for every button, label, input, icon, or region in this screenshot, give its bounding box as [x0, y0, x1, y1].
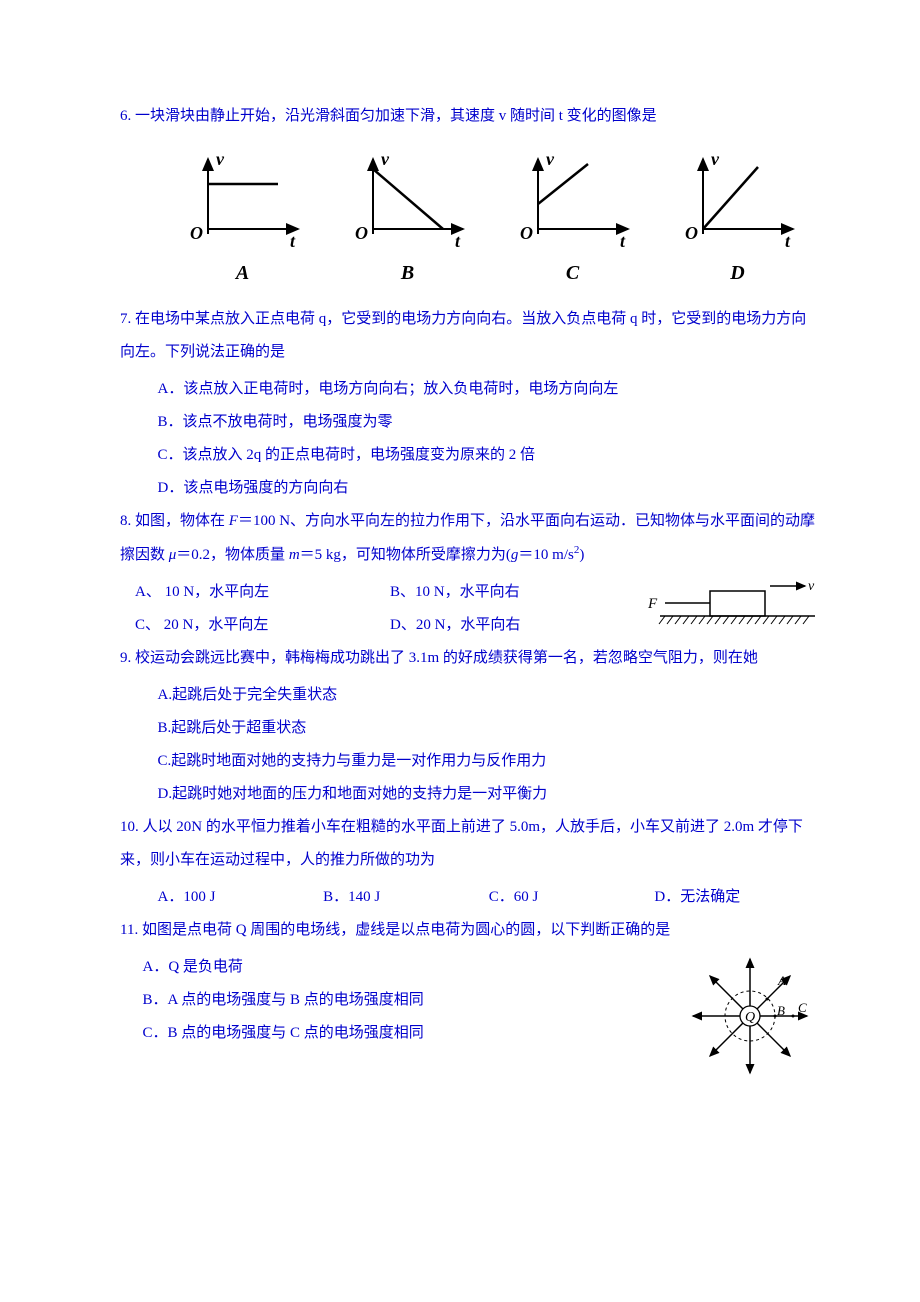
graph-c-svg: v O t — [508, 149, 638, 249]
q7-text: 7. 在电场中某点放入正点电荷 q，它受到的电场力方向向右。当放入负点电荷 q … — [120, 311, 806, 360]
q10-opt-c: C．60 J — [489, 881, 655, 914]
graph-d: v O t D — [673, 149, 803, 295]
question-8: 8. 如图，物体在 F＝100 N、方向水平向左的拉力作用下，沿水平面向右运动．… — [120, 505, 820, 572]
svg-text:A: A — [777, 973, 786, 988]
q11-text: 11. 如图是点电荷 Q 周围的电场线，虚线是以点电荷为圆心的圆，以下判断正确的… — [120, 922, 670, 938]
q8-opt-b: B、10 N，水平向右 — [375, 576, 630, 609]
svg-text:v: v — [381, 149, 390, 169]
graph-a: v O t A — [178, 149, 308, 295]
svg-text:t: t — [785, 231, 791, 249]
q6-text: 6. 一块滑块由静止开始，沿光滑斜面匀加速下滑，其速度 v 随时间 t 变化的图… — [120, 108, 657, 124]
q10-opt-a: A．100 J — [158, 881, 324, 914]
q10-text: 10. 人以 20N 的水平恒力推着小车在粗糙的水平面上前进了 5.0m，人放手… — [120, 819, 803, 868]
graph-b-svg: v O t — [343, 149, 473, 249]
graph-a-svg: v O t — [178, 149, 308, 249]
svg-text:v: v — [808, 579, 815, 594]
question-7: 7. 在电场中某点放入正点电荷 q，它受到的电场力方向向右。当放入负点电荷 q … — [120, 303, 820, 369]
svg-text:O: O — [520, 223, 533, 243]
q8-opt-d: D、20 N，水平向右 — [375, 609, 630, 642]
question-10: 10. 人以 20N 的水平恒力推着小车在粗糙的水平面上前进了 5.0m，人放手… — [120, 811, 820, 877]
question-11: 11. 如图是点电荷 Q 周围的电场线，虚线是以点电荷为圆心的圆，以下判断正确的… — [120, 914, 820, 947]
q9-opt-d: D.起跳时她对地面的压力和地面对她的支持力是一对平衡力 — [120, 778, 820, 811]
graph-c: v O t C — [508, 149, 638, 295]
q8-opt-a: A、 10 N，水平向左 — [120, 576, 375, 609]
svg-text:F: F — [647, 596, 658, 612]
q7-opt-c: C．该点放入 2q 的正点电荷时，电场强度变为原来的 2 倍 — [120, 439, 820, 472]
svg-text:t: t — [455, 231, 461, 249]
svg-text:v: v — [711, 149, 720, 169]
q11-figure: Q A B C — [680, 951, 820, 1081]
q8-row-ab: A、 10 N，水平向左 B、10 N，水平向右 — [120, 576, 630, 609]
graph-d-label: D — [673, 251, 803, 295]
q8-figure: F v — [640, 576, 820, 631]
q10-opt-d: D．无法确定 — [654, 881, 820, 914]
q9-text: 9. 校运动会跳远比赛中，韩梅梅成功跳出了 3.1m 的好成绩获得第一名，若忽略… — [120, 650, 758, 666]
q10-opts: A．100 J B．140 J C．60 J D．无法确定 — [120, 881, 820, 914]
q10-opt-b: B．140 J — [323, 881, 489, 914]
svg-text:Q: Q — [745, 1010, 755, 1025]
q7-opt-d: D．该点电场强度的方向向右 — [120, 472, 820, 505]
svg-text:O: O — [685, 223, 698, 243]
q7-opt-b: B．该点不放电荷时，电场强度为零 — [120, 406, 820, 439]
q7-opt-a: A．该点放入正电荷时，电场方向向右；放入负电荷时，电场方向向左 — [120, 373, 820, 406]
graph-c-label: C — [508, 251, 638, 295]
question-9: 9. 校运动会跳远比赛中，韩梅梅成功跳出了 3.1m 的好成绩获得第一名，若忽略… — [120, 642, 820, 675]
q6-graphs: v O t A v O t B v O t C — [160, 149, 820, 295]
svg-text:v: v — [546, 149, 555, 169]
q9-opt-b: B.起跳后处于超重状态 — [120, 712, 820, 745]
q8-opt-c: C、 20 N，水平向左 — [120, 609, 375, 642]
origin-label: O — [190, 223, 203, 243]
q9-opt-a: A.起跳后处于完全失重状态 — [120, 679, 820, 712]
graph-b: v O t B — [343, 149, 473, 295]
svg-text:B: B — [777, 1003, 785, 1018]
q9-opt-c: C.起跳时地面对她的支持力与重力是一对作用力与反作用力 — [120, 745, 820, 778]
question-6: 6. 一块滑块由静止开始，沿光滑斜面匀加速下滑，其速度 v 随时间 t 变化的图… — [120, 100, 820, 133]
graph-b-label: B — [343, 251, 473, 295]
axis-t-label: t — [290, 231, 296, 249]
graph-a-label: A — [178, 251, 308, 295]
axis-v-label: v — [216, 149, 225, 169]
svg-text:C: C — [798, 1000, 807, 1015]
svg-text:O: O — [355, 223, 368, 243]
q8-row-cd: C、 20 N，水平向左 D、20 N，水平向右 — [120, 609, 630, 642]
svg-text:t: t — [620, 231, 626, 249]
graph-d-svg: v O t — [673, 149, 803, 249]
